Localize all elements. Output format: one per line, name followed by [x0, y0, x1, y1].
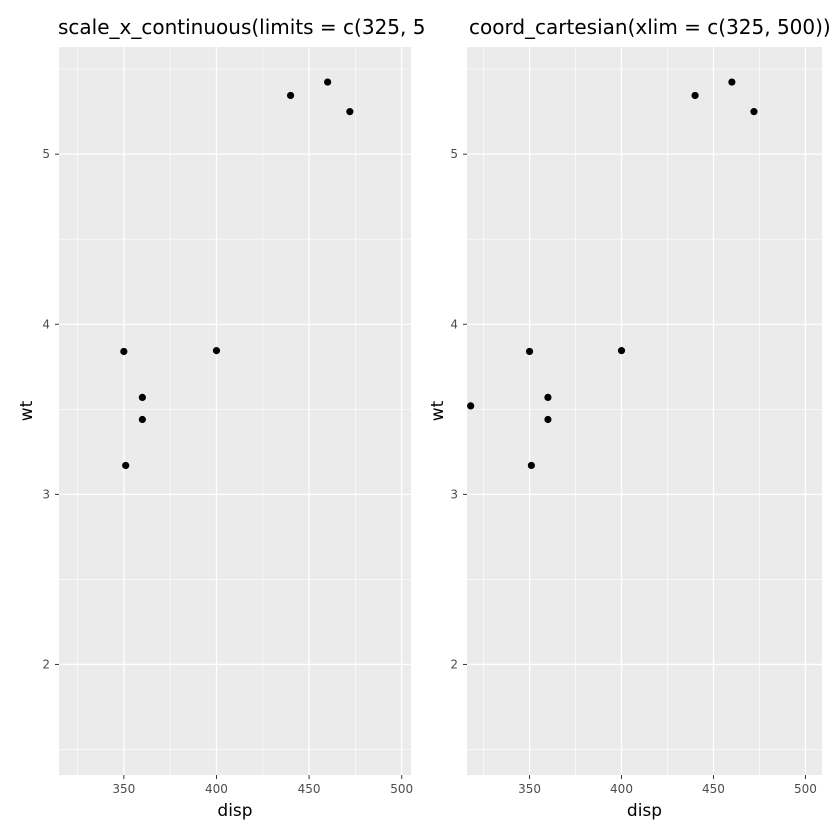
- x-tick-label: 400: [610, 782, 633, 796]
- data-point: [138, 415, 146, 424]
- x-tick-label: 400: [205, 782, 228, 796]
- data-point: [728, 78, 736, 86]
- y-tick-label: 4: [42, 317, 50, 331]
- y-axis-title: wt: [428, 400, 448, 421]
- data-point: [544, 415, 552, 424]
- panel-right: 2 3 4 5 350 400 450 500 disp wt coord_cartesian(xl…: [428, 15, 831, 821]
- data-point: [525, 347, 534, 356]
- data-point: [527, 461, 535, 470]
- data-point: [750, 108, 758, 116]
- x-tick-label: 350: [518, 782, 541, 796]
- data-point: [691, 91, 699, 100]
- grid-lines: [59, 47, 411, 775]
- x-tick-label: 500: [390, 782, 413, 796]
- y-axis-title: wt: [17, 400, 37, 421]
- y-tick-label: 4: [450, 317, 458, 331]
- plot-title: scale_x_continuous(limits = c(325, 5: [58, 15, 425, 39]
- data-point: [617, 347, 626, 355]
- data-points: [120, 78, 354, 470]
- y-tick-label: 2: [42, 657, 50, 671]
- data-point: [324, 78, 332, 86]
- y-tick-label: 2: [450, 657, 458, 671]
- y-tick-label: 5: [450, 147, 458, 161]
- data-point: [467, 402, 475, 410]
- data-point: [120, 347, 128, 356]
- y-tick-label: 3: [42, 487, 50, 501]
- x-tick-label: 500: [794, 782, 817, 796]
- x-axis-title: disp: [627, 801, 662, 821]
- data-point: [346, 108, 354, 116]
- x-tick-label: 450: [702, 782, 725, 796]
- grid-lines: [467, 47, 822, 775]
- x-tick-label: 450: [298, 782, 321, 796]
- x-tick-label: 350: [112, 782, 135, 796]
- plot-panel-background: [467, 47, 822, 775]
- plot-panel-background: [59, 47, 411, 775]
- data-point: [544, 393, 552, 401]
- data-point: [138, 393, 146, 401]
- data-point: [122, 461, 130, 470]
- data-points: [467, 78, 758, 470]
- y-tick-label: 3: [450, 487, 458, 501]
- data-point: [286, 91, 295, 100]
- data-point: [212, 347, 221, 355]
- x-axis-title: disp: [217, 801, 252, 821]
- y-tick-label: 5: [42, 147, 50, 161]
- panel-left: 2 3 4 5 350 400 450 500 disp wt scale_x_continuous…: [17, 15, 425, 821]
- plot-title: coord_cartesian(xlim = c(325, 500)): [469, 15, 831, 39]
